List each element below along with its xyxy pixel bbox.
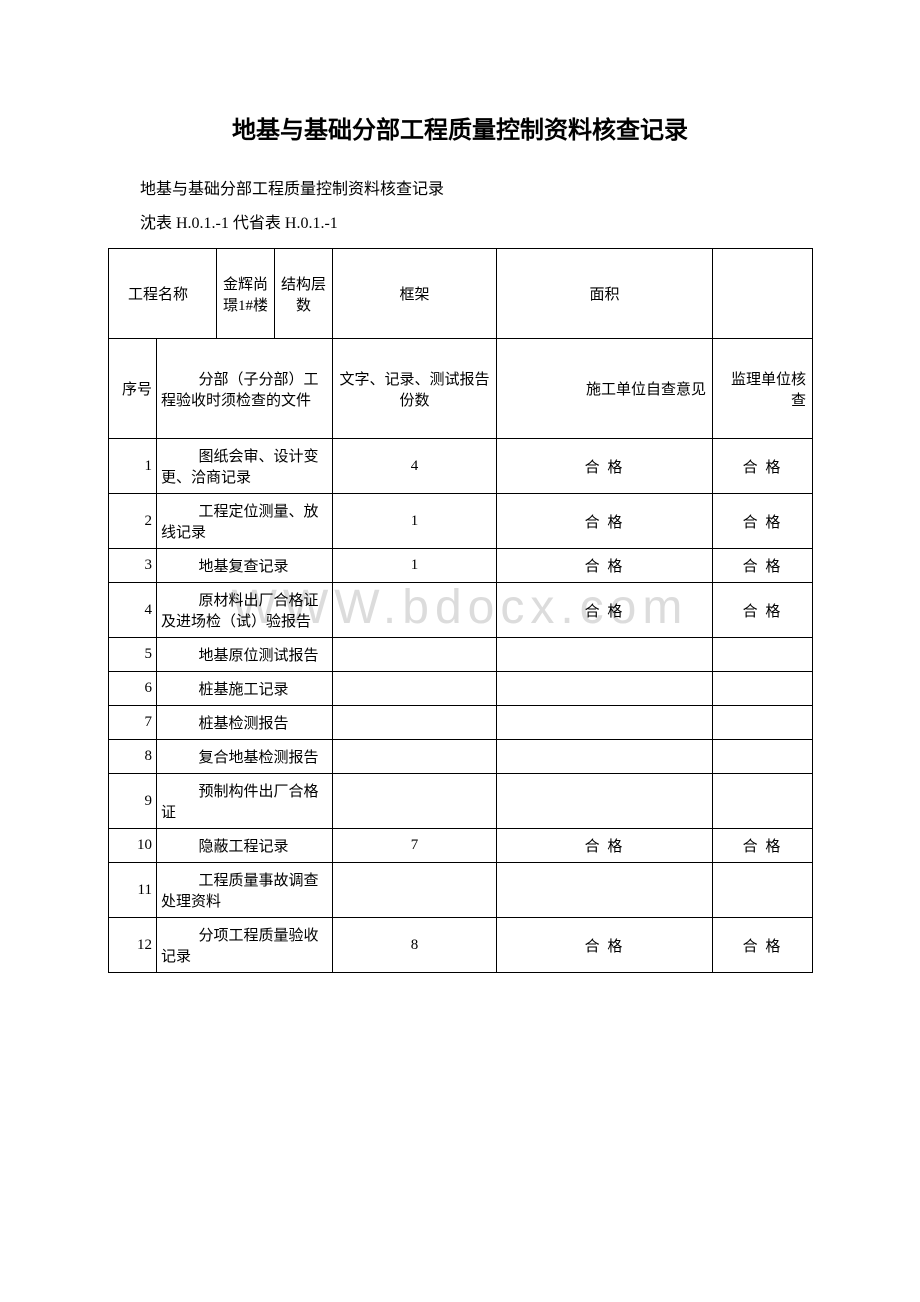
page-title: 地基与基础分部工程质量控制资料核查记录 xyxy=(108,110,812,145)
row-super-check: 合 格 xyxy=(713,583,813,638)
row-count: 1 xyxy=(333,549,497,583)
row-self-check: 合 格 xyxy=(497,918,713,973)
column-header-row: 序号 分部（子分部）工程验收时须检查的文件 文字、记录、测试报告份数 施工单位自… xyxy=(109,339,813,439)
value-structure-floors: 框架 xyxy=(333,249,497,339)
form-code: 沈表 H.0.1.-1 代省表 H.0.1.-1 xyxy=(108,209,812,233)
row-name: 预制构件出厂合格证 xyxy=(157,774,333,829)
row-seq: 5 xyxy=(109,638,157,672)
row-name: 图纸会审、设计变更、洽商记录 xyxy=(157,439,333,494)
row-name: 分项工程质量验收记录 xyxy=(157,918,333,973)
row-name: 工程定位测量、放线记录 xyxy=(157,494,333,549)
col-header-self: 施工单位自查意见 xyxy=(497,339,713,439)
row-count xyxy=(333,706,497,740)
row-seq: 9 xyxy=(109,774,157,829)
col-header-seq: 序号 xyxy=(109,339,157,439)
row-count: 7 xyxy=(333,829,497,863)
value-project-name: 金辉尚璟1#楼 xyxy=(217,249,275,339)
row-name: 地基复查记录 xyxy=(157,549,333,583)
row-seq: 3 xyxy=(109,549,157,583)
label-project-name: 工程名称 xyxy=(109,249,217,339)
col-header-count: 文字、记录、测试报告份数 xyxy=(333,339,497,439)
row-super-check xyxy=(713,774,813,829)
row-seq: 8 xyxy=(109,740,157,774)
row-self-check: 合 格 xyxy=(497,829,713,863)
table-row: 6桩基施工记录 xyxy=(109,672,813,706)
row-seq: 4 xyxy=(109,583,157,638)
row-count xyxy=(333,740,497,774)
value-area xyxy=(713,249,813,339)
row-self-check: 合 格 xyxy=(497,439,713,494)
row-super-check xyxy=(713,863,813,918)
page-subtitle: 地基与基础分部工程质量控制资料核查记录 xyxy=(108,175,812,199)
col-header-super: 监理单位核查 xyxy=(713,339,813,439)
row-self-check xyxy=(497,672,713,706)
table-row: 4原材料出厂合格证及进场检（试）验报告 合 格合 格 xyxy=(109,583,813,638)
row-self-check xyxy=(497,638,713,672)
row-self-check xyxy=(497,863,713,918)
table-row: 3地基复查记录1合 格合 格 xyxy=(109,549,813,583)
label-area: 面积 xyxy=(497,249,713,339)
row-super-check xyxy=(713,672,813,706)
table-row: 8复合地基检测报告 xyxy=(109,740,813,774)
info-row: 工程名称 金辉尚璟1#楼 结构层数 框架 面积 xyxy=(109,249,813,339)
row-count: 4 xyxy=(333,439,497,494)
row-super-check: 合 格 xyxy=(713,918,813,973)
row-self-check xyxy=(497,740,713,774)
row-seq: 7 xyxy=(109,706,157,740)
table-row: 7桩基检测报告 xyxy=(109,706,813,740)
row-super-check xyxy=(713,638,813,672)
row-super-check xyxy=(713,740,813,774)
row-self-check: 合 格 xyxy=(497,549,713,583)
col-header-name: 分部（子分部）工程验收时须检查的文件 xyxy=(157,339,333,439)
table-row: 11工程质量事故调查处理资料 xyxy=(109,863,813,918)
row-count xyxy=(333,638,497,672)
table-row: 10隐蔽工程记录7合 格合 格 xyxy=(109,829,813,863)
row-seq: 10 xyxy=(109,829,157,863)
row-count xyxy=(333,863,497,918)
row-name: 桩基检测报告 xyxy=(157,706,333,740)
row-seq: 2 xyxy=(109,494,157,549)
row-super-check: 合 格 xyxy=(713,439,813,494)
row-self-check: 合 格 xyxy=(497,494,713,549)
row-count xyxy=(333,774,497,829)
row-count xyxy=(333,583,497,638)
row-super-check: 合 格 xyxy=(713,549,813,583)
row-count: 1 xyxy=(333,494,497,549)
row-seq: 6 xyxy=(109,672,157,706)
row-name: 原材料出厂合格证及进场检（试）验报告 xyxy=(157,583,333,638)
table-row: 1图纸会审、设计变更、洽商记录4合 格合 格 xyxy=(109,439,813,494)
row-super-check: 合 格 xyxy=(713,494,813,549)
row-name: 隐蔽工程记录 xyxy=(157,829,333,863)
row-name: 地基原位测试报告 xyxy=(157,638,333,672)
row-name: 复合地基检测报告 xyxy=(157,740,333,774)
table-row: 2工程定位测量、放线记录1合 格合 格 xyxy=(109,494,813,549)
main-table: 工程名称 金辉尚璟1#楼 结构层数 框架 面积 序号 分部（子分部）工程验收时须… xyxy=(108,248,813,973)
row-self-check xyxy=(497,706,713,740)
table-row: 12分项工程质量验收记录8合 格合 格 xyxy=(109,918,813,973)
row-count: 8 xyxy=(333,918,497,973)
row-name: 桩基施工记录 xyxy=(157,672,333,706)
row-self-check: 合 格 xyxy=(497,583,713,638)
row-name: 工程质量事故调查处理资料 xyxy=(157,863,333,918)
row-seq: 12 xyxy=(109,918,157,973)
row-super-check xyxy=(713,706,813,740)
label-structure-floors: 结构层数 xyxy=(275,249,333,339)
row-seq: 11 xyxy=(109,863,157,918)
row-super-check: 合 格 xyxy=(713,829,813,863)
row-self-check xyxy=(497,774,713,829)
row-count xyxy=(333,672,497,706)
table-row: 5地基原位测试报告 xyxy=(109,638,813,672)
row-seq: 1 xyxy=(109,439,157,494)
table-row: 9预制构件出厂合格证 xyxy=(109,774,813,829)
